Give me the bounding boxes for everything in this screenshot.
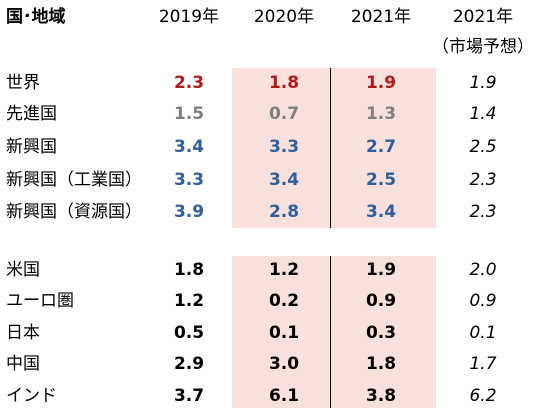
row-label: 新興国（資源国） (6, 202, 142, 222)
value-2021: 3.8 (365, 386, 397, 406)
shade-block-bottom (232, 256, 436, 408)
value-2020: 3.4 (268, 170, 300, 190)
row-label: 米国 (6, 260, 40, 280)
value-2020: 3.0 (268, 354, 300, 374)
value-2021-forecast: 1.9 (469, 73, 497, 93)
value-2019: 0.5 (173, 323, 205, 343)
value-2019: 3.3 (173, 170, 205, 190)
row-label: ユーロ圏 (6, 291, 74, 311)
shade-block-top (232, 68, 436, 228)
row-label: 新興国（工業国） (6, 170, 142, 190)
value-2021: 1.9 (365, 73, 397, 93)
header-year-2021: 2021年 (350, 7, 412, 27)
separator-top (330, 68, 331, 228)
header-region: 国･地域 (6, 7, 66, 27)
value-2021: 1.8 (365, 354, 397, 374)
value-2020: 1.8 (268, 73, 300, 93)
row-label: 先進国 (6, 104, 57, 124)
value-2019: 3.7 (173, 386, 205, 406)
row-label: 日本 (6, 323, 40, 343)
value-2019: 1.2 (173, 291, 205, 311)
row-label: 新興国 (6, 137, 57, 157)
separator-bottom (330, 256, 331, 408)
value-2019: 2.9 (173, 354, 205, 374)
value-2021-forecast: 6.2 (469, 386, 497, 406)
value-2021: 1.3 (365, 104, 397, 124)
value-2020: 2.8 (268, 202, 300, 222)
value-2019: 2.3 (173, 73, 205, 93)
value-2019: 3.4 (173, 137, 205, 157)
row-label: インド (6, 386, 57, 406)
value-2021-forecast: 0.9 (469, 291, 497, 311)
value-2021-forecast: 2.5 (469, 137, 497, 157)
value-2021-forecast: 0.1 (469, 323, 497, 343)
row-label: 世界 (6, 73, 40, 93)
value-2021: 3.4 (365, 202, 397, 222)
value-2021: 2.5 (365, 170, 397, 190)
value-2020: 0.1 (268, 323, 300, 343)
value-2021-forecast: 2.3 (469, 170, 497, 190)
header-year-2019: 2019年 (158, 7, 220, 27)
value-2021: 1.9 (365, 260, 397, 280)
value-2021: 0.9 (365, 291, 397, 311)
value-2020: 0.7 (268, 104, 300, 124)
value-2020: 6.1 (268, 386, 300, 406)
value-2020: 3.3 (268, 137, 300, 157)
value-2021-forecast: 2.0 (469, 260, 497, 280)
header-year-2021-forecast: 2021年 (452, 7, 514, 27)
value-2019: 3.9 (173, 202, 205, 222)
value-2021: 2.7 (365, 137, 397, 157)
row-label: 中国 (6, 354, 40, 374)
value-2020: 0.2 (268, 291, 300, 311)
header-year-2020: 2020年 (253, 7, 315, 27)
value-2021-forecast: 1.7 (469, 354, 497, 374)
value-2019: 1.8 (173, 260, 205, 280)
header-forecast-note: （市場予想） (432, 37, 534, 57)
value-2020: 1.2 (268, 260, 300, 280)
value-2019: 1.5 (173, 104, 205, 124)
value-2021: 0.3 (365, 323, 397, 343)
value-2021-forecast: 1.4 (469, 104, 497, 124)
value-2021-forecast: 2.3 (469, 202, 497, 222)
